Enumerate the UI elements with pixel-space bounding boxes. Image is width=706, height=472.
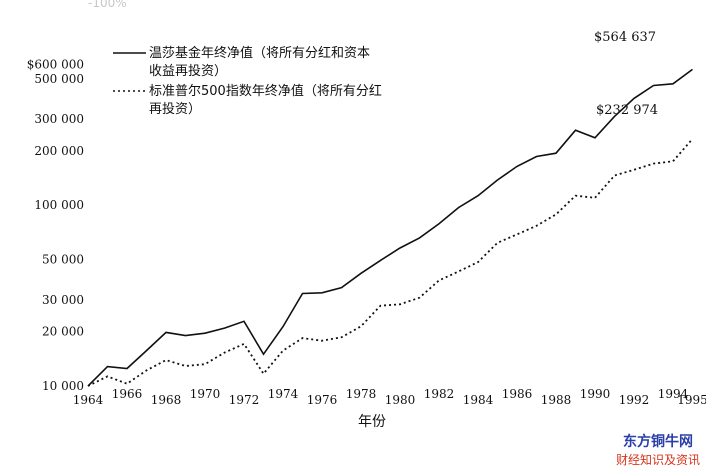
legend-entry-1-line-1: 温莎基金年终净值（将所有分红和资本 xyxy=(149,45,370,61)
watermark-line-1: 东方铜牛网 xyxy=(622,434,693,450)
series-windsor-line xyxy=(87,68,693,387)
y-tick-label: 500 000 xyxy=(34,72,84,86)
x-tick-label: 1990 xyxy=(580,387,611,401)
x-tick-label: 1970 xyxy=(190,387,221,401)
x-tick-label: 1972 xyxy=(229,393,260,407)
legend-entry-1-line-2: 收益再投资） xyxy=(149,63,227,79)
x-tick-label: 1976 xyxy=(307,393,338,407)
y-tick-label: 200 000 xyxy=(34,144,84,158)
x-tick-label: 1964 xyxy=(73,393,104,407)
y-tick-label: 50 000 xyxy=(42,253,84,267)
series-sp500-end-label: $232 974 xyxy=(596,103,658,118)
legend: 温莎基金年终净值（将所有分红和资本 收益再投资） 标准普尔500指数年终净值（将… xyxy=(113,45,382,117)
x-tick-label: 1968 xyxy=(151,393,182,407)
series-windsor-end-label: $564 637 xyxy=(594,30,656,45)
x-tick-label: 1984 xyxy=(463,393,494,407)
x-tick-label: 1995 xyxy=(677,393,706,407)
x-tick-label: 1980 xyxy=(385,393,416,407)
x-tick-label: 1974 xyxy=(268,387,299,401)
x-axis-title: 年份 xyxy=(358,414,386,430)
x-tick-label: 1988 xyxy=(541,393,572,407)
x-tick-label: 1994 xyxy=(658,387,689,401)
x-axis-ticks: 1964 1966 1968 1970 1972 1974 1976 1978 1980 1982… xyxy=(73,387,706,407)
x-tick-label: 1978 xyxy=(346,387,377,401)
x-tick-label: 1966 xyxy=(112,387,143,401)
y-tick-label: $600 000 xyxy=(27,58,84,72)
series-sp500-line xyxy=(87,138,694,387)
legend-entry-2-line-1: 标准普尔500指数年终净值（将所有分红 xyxy=(149,83,382,99)
watermark-line-2: 财经知识及资讯 xyxy=(615,453,700,467)
y-tick-label: 300 000 xyxy=(34,112,84,126)
watermark: 东方铜牛网 财经知识及资讯 xyxy=(616,431,700,468)
x-tick-label: 1982 xyxy=(424,387,455,401)
y-tick-label: 20 000 xyxy=(42,325,84,339)
y-tick-label: 10 000 xyxy=(42,379,84,393)
corner-text: -100% xyxy=(88,0,127,10)
y-tick-label: 100 000 xyxy=(34,198,84,212)
legend-entry-2-line-2: 再投资） xyxy=(149,101,201,117)
x-tick-label: 1992 xyxy=(619,393,650,407)
x-tick-label: 1986 xyxy=(502,387,533,401)
y-tick-label: 30 000 xyxy=(42,293,84,307)
